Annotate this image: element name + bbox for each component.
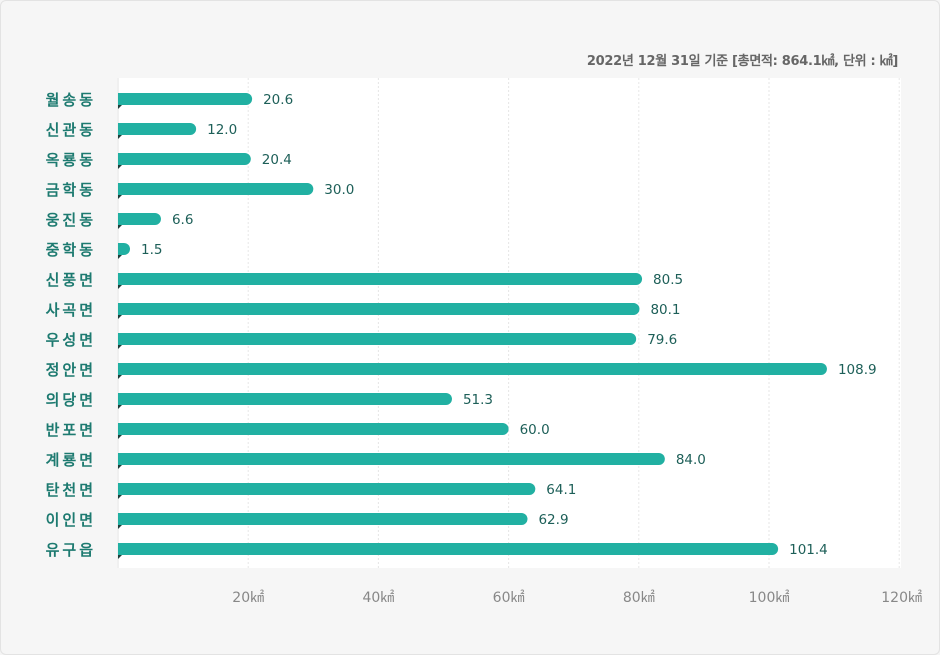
bar	[118, 453, 665, 465]
x-tick-label: 60㎢	[493, 590, 525, 606]
value-label: 80.5	[653, 272, 683, 288]
bar	[118, 93, 253, 105]
bar	[118, 543, 779, 555]
bar-pointer	[118, 105, 122, 109]
category-label: 이인면	[46, 511, 96, 529]
value-label: 1.5	[141, 242, 162, 258]
category-label: 정안면	[46, 361, 96, 379]
bar-pointer	[118, 225, 122, 229]
bar	[118, 273, 643, 285]
category-label: 탄천면	[46, 481, 96, 499]
bar	[118, 333, 637, 345]
bar-base	[118, 543, 124, 555]
category-label: 사곡면	[46, 301, 96, 319]
bar-pointer	[118, 405, 122, 409]
bar-pointer	[118, 435, 122, 439]
value-label: 84.0	[676, 452, 706, 468]
category-label: 월송동	[46, 91, 96, 109]
category-label: 신관동	[46, 121, 96, 139]
bar	[118, 183, 314, 195]
bar	[118, 363, 827, 375]
value-label: 51.3	[463, 392, 493, 408]
category-label: 중학동	[46, 241, 96, 259]
category-label: 우성면	[46, 331, 96, 349]
x-tick-label: 120㎢	[881, 590, 922, 606]
bar	[118, 423, 509, 435]
bar-pointer	[118, 345, 122, 349]
bar-pointer	[118, 255, 122, 259]
category-label: 옥룡동	[46, 151, 96, 169]
value-label: 64.1	[546, 482, 576, 498]
bar	[118, 393, 452, 405]
category-label: 금학동	[46, 181, 96, 199]
x-tick-label: 100㎢	[749, 590, 790, 606]
value-label: 12.0	[207, 122, 237, 138]
bar-base	[118, 333, 124, 345]
bar	[118, 303, 640, 315]
bar-pointer	[118, 285, 122, 289]
bar	[118, 213, 161, 225]
bar-base	[118, 273, 124, 285]
bar-base	[118, 453, 124, 465]
bar-base	[118, 363, 124, 375]
value-label: 108.9	[838, 362, 877, 378]
bar-pointer	[118, 135, 122, 139]
bar-base	[118, 483, 124, 495]
value-label: 62.9	[538, 512, 568, 528]
bar-pointer	[118, 525, 122, 529]
value-label: 20.6	[263, 92, 293, 108]
x-tick-labels: 20㎢ 40㎢ 60㎢ 80㎢ 100㎢ 120㎢	[232, 590, 922, 606]
bar-pointer	[118, 195, 122, 199]
value-labels: 20.6 12.0 20.4 30.0 6.6 1.5 80.5 80.1 79.6 108.9 5…	[141, 92, 877, 558]
value-label: 79.6	[647, 332, 677, 348]
value-label: 30.0	[324, 182, 354, 198]
bar-base	[118, 183, 124, 195]
chart-note: 2022년 12월 31일 기준 [총면적: 864.1㎢, 단위 : ㎢]	[586, 54, 898, 69]
value-label: 80.1	[650, 302, 680, 318]
bar-pointer	[118, 555, 122, 559]
category-labels: 월송동신관동옥룡동금학동웅진동중학동신풍면사곡면우성면정안면의당면반포면계룡면탄…	[46, 91, 96, 559]
bar-base	[118, 93, 124, 105]
bar-pointer	[118, 495, 122, 499]
x-tick-label: 40㎢	[362, 590, 394, 606]
bar	[118, 153, 251, 165]
category-label: 반포면	[46, 421, 96, 439]
bar-base	[118, 123, 124, 135]
bars	[118, 93, 827, 559]
value-label: 101.4	[789, 542, 828, 558]
bar	[118, 123, 197, 135]
bar-base	[118, 153, 124, 165]
bar	[118, 513, 528, 525]
bar-base	[118, 213, 124, 225]
bar-base	[118, 393, 124, 405]
value-label: 60.0	[520, 422, 550, 438]
category-label: 신풍면	[46, 271, 96, 289]
bar-base	[118, 303, 124, 315]
value-label: 6.6	[172, 212, 193, 228]
value-label: 20.4	[262, 152, 292, 168]
category-label: 웅진동	[46, 211, 96, 229]
bar-base	[118, 423, 124, 435]
bar-base	[118, 243, 124, 255]
bar	[118, 483, 536, 495]
bar-pointer	[118, 465, 122, 469]
category-label: 의당면	[46, 391, 96, 409]
category-label: 계룡면	[46, 451, 96, 469]
bar-pointer	[118, 165, 122, 169]
bar-pointer	[118, 375, 122, 379]
category-label: 유구읍	[46, 541, 96, 559]
x-tick-label: 80㎢	[623, 590, 655, 606]
bar-base	[118, 513, 124, 525]
bar-pointer	[118, 315, 122, 319]
x-tick-label: 20㎢	[232, 590, 264, 606]
